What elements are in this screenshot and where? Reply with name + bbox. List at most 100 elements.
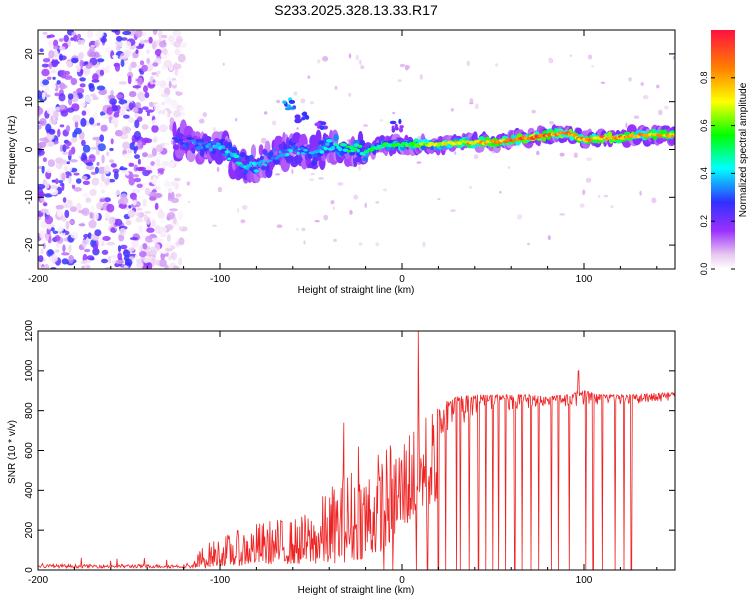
spectrogram-ridge-mark — [353, 139, 360, 145]
spectrogram-noise-blob — [41, 165, 45, 174]
spectrogram-noise-blob — [48, 249, 54, 256]
spectrogram-noise-blob — [90, 205, 95, 211]
spectrogram-noise-blob — [469, 98, 474, 104]
spectrogram-noise-blob — [114, 129, 123, 137]
spectrogram-noise-blob — [163, 181, 173, 188]
spectrogram-noise-blob — [72, 114, 81, 123]
spectrogram-noise-blob — [120, 58, 125, 68]
spectrogram-noise-blob — [135, 102, 141, 108]
spectrogram-noise-blob — [123, 50, 131, 58]
spectrogram-noise-blob — [99, 181, 103, 188]
spectrogram-feature — [391, 125, 395, 129]
spectrogram-noise-blob — [42, 58, 51, 63]
spectrogram-noise-blob — [168, 255, 172, 261]
spectrogram-noise-blob — [40, 266, 46, 269]
spectrogram-noise-blob — [642, 95, 649, 100]
y-tick-label: -20 — [24, 237, 35, 252]
spectrogram-ridge-core — [253, 169, 260, 173]
spectrogram-noise-blob — [151, 257, 156, 267]
spectrogram-noise-blob — [67, 163, 73, 172]
spectrogram-noise-blob — [167, 76, 172, 83]
spectrogram-noise-blob — [156, 153, 166, 160]
spectrogram-noise-blob — [141, 124, 149, 130]
spectrogram-noise-blob — [56, 80, 61, 85]
spectrogram-ridge-core — [326, 139, 333, 143]
spectrogram-noise-blob — [355, 54, 360, 61]
spectrogram-noise-blob — [293, 91, 298, 96]
spectrogram-noise-blob — [86, 30, 93, 39]
spectrogram-noise-blob — [474, 103, 479, 110]
spectrogram-noise-blob — [155, 144, 164, 153]
spectrogram-noise-blob — [152, 62, 159, 67]
spectrogram-noise-blob — [332, 206, 335, 211]
spectrogram-noise-blob — [73, 172, 80, 176]
spectrogram-noise-blob — [160, 93, 169, 98]
spectrogram-noise-blob — [61, 258, 69, 265]
spectrogram-noise-blob — [173, 109, 181, 118]
spectrogram-ridge-core — [356, 148, 360, 153]
spectrogram-ridge-mark — [288, 156, 294, 163]
spectrogram-noise-blob — [62, 197, 67, 203]
spectrogram-noise-blob — [100, 189, 105, 194]
spectrogram-noise-blob — [358, 242, 363, 246]
spectrogram-ridge-core — [201, 142, 206, 145]
spectrogram-noise-blob — [61, 252, 70, 256]
spectrogram-ridge-core — [195, 146, 201, 151]
spectrogram-noise-blob — [318, 177, 324, 180]
spectrogram-ridge-core — [345, 145, 350, 148]
spectrogram-noise-blob — [147, 153, 154, 159]
spectrogram-noise-blob — [48, 142, 55, 147]
spectrogram-noise-blob — [74, 120, 79, 129]
spectrogram-ridge-core — [311, 154, 318, 157]
spectrogram-noise-blob — [112, 168, 120, 174]
spectrogram-noise-blob — [59, 82, 66, 90]
spectrogram-noise-blob — [120, 37, 128, 41]
spectrogram-noise-blob — [64, 209, 70, 219]
spectrogram-noise-blob — [77, 52, 84, 60]
spectrogram-noise-blob — [70, 77, 78, 86]
spectrogram-noise-blob — [157, 168, 165, 172]
spectrogram-noise-blob — [115, 259, 125, 265]
spectrogram-noise-blob — [151, 124, 159, 133]
spectrogram-noise-blob — [473, 154, 479, 160]
spectrogram-ridge-mark — [318, 140, 325, 145]
spectrogram-noise-blob — [137, 225, 143, 230]
spectrogram-noise-blob — [59, 144, 64, 152]
spectrogram-noise-blob — [96, 58, 105, 63]
spectrogram-noise-blob — [216, 166, 220, 172]
spectrogram-noise-blob — [168, 80, 172, 89]
x-tick-label: 100 — [576, 575, 593, 586]
spectrogram-noise-blob — [142, 137, 150, 143]
spectrogram-noise-blob — [163, 59, 172, 68]
spectrogram-noise-blob — [70, 231, 79, 239]
spectrogram-noise-blob — [155, 114, 164, 122]
spectrogram-noise-blob — [48, 39, 55, 48]
spectrogram-ridge-core — [278, 153, 285, 157]
spectrogram-ridge-core — [213, 145, 220, 149]
spectrogram-noise-blob — [64, 75, 73, 80]
spectrogram-noise-blob — [127, 148, 133, 154]
spectrogram-noise-blob — [101, 154, 105, 164]
spectrogram-feature — [292, 105, 297, 110]
spectrogram-noise-blob — [137, 158, 141, 165]
spectrogram-noise-blob — [42, 31, 48, 35]
spectrogram-noise-blob — [173, 172, 179, 179]
spectrogram-noise-blob — [128, 247, 135, 252]
spectrogram-noise-blob — [322, 56, 329, 62]
spectrogram-ridge-core — [263, 163, 268, 167]
spectrogram-noise-blob — [42, 202, 48, 207]
spectrogram-noise-blob — [633, 115, 640, 119]
spectrogram-noise-blob — [88, 154, 96, 163]
spectrogram-noise-blob — [79, 83, 86, 88]
spectrogram-noise-blob — [379, 119, 384, 122]
y-tick-label: 20 — [24, 48, 35, 60]
spectrogram-noise-blob — [495, 63, 498, 67]
spectrogram-noise-blob — [125, 220, 132, 226]
spectrogram-noise-blob — [176, 38, 183, 43]
spectrogram-ridge-core — [200, 145, 204, 150]
spectrogram-noise-blob — [126, 187, 131, 195]
spectrogram-feature — [398, 118, 402, 125]
spectrogram-noise-blob — [180, 42, 187, 48]
spectrogram-ridge-core — [325, 142, 330, 146]
spectrogram-noise-blob — [132, 199, 137, 206]
